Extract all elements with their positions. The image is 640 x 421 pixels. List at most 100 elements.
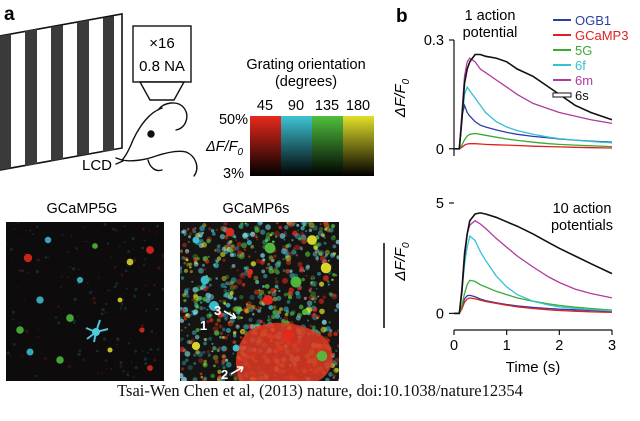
image-texture <box>250 244 255 249</box>
image-texture <box>278 289 281 293</box>
cell <box>225 227 235 237</box>
image-texture <box>246 266 249 269</box>
image-texture <box>291 239 294 242</box>
cell <box>139 327 145 333</box>
image-texture <box>235 238 238 242</box>
image-texture <box>262 239 268 245</box>
image-texture <box>225 274 230 279</box>
image-texture <box>267 290 271 295</box>
image-texture <box>312 314 319 321</box>
image-texture <box>274 284 279 289</box>
image-noise <box>123 306 127 310</box>
image-noise <box>109 367 113 371</box>
image-texture <box>275 277 277 280</box>
image-texture <box>334 357 339 363</box>
image-noise <box>97 276 100 279</box>
image-texture <box>315 329 319 333</box>
image-texture <box>211 345 217 351</box>
image-noise <box>156 230 158 232</box>
image-noise <box>54 316 58 319</box>
image-texture <box>318 252 323 256</box>
image-texture <box>272 305 277 309</box>
image-texture <box>251 263 254 265</box>
image-texture <box>191 280 194 283</box>
image-noise <box>106 242 110 245</box>
series-6f <box>454 234 613 315</box>
image-texture <box>225 302 231 308</box>
image-texture <box>207 353 211 357</box>
image-texture <box>326 280 330 283</box>
chart-title-line1: 1 action <box>465 8 516 24</box>
image-texture <box>254 227 260 233</box>
image-texture <box>325 253 328 257</box>
image-noise <box>123 225 126 228</box>
image-texture <box>212 346 218 351</box>
image-texture <box>229 280 234 285</box>
image-texture <box>250 261 257 267</box>
image-texture <box>325 325 331 332</box>
image-texture <box>313 296 318 300</box>
image-texture <box>322 275 329 282</box>
cell <box>36 296 44 304</box>
image-texture <box>279 307 283 312</box>
image-texture <box>219 299 222 303</box>
image-texture <box>289 311 295 316</box>
image-texture <box>251 304 256 310</box>
image-texture <box>253 233 258 238</box>
image-noise <box>6 241 8 244</box>
y-tick-label: 0 <box>436 306 444 322</box>
image-texture <box>203 359 207 364</box>
image-noise <box>161 253 164 256</box>
image-texture <box>337 378 339 381</box>
image-noise <box>155 307 159 311</box>
image-texture <box>180 308 186 314</box>
image-noise <box>144 258 147 261</box>
image-texture <box>180 329 183 332</box>
image-texture <box>241 282 246 287</box>
image-texture <box>189 266 192 269</box>
image-texture <box>209 311 211 314</box>
image-texture <box>225 361 232 368</box>
image-noise <box>143 239 146 242</box>
image-texture <box>248 317 253 323</box>
image-texture <box>206 286 209 289</box>
image-texture <box>196 257 200 261</box>
image-texture <box>328 230 331 233</box>
image-texture <box>272 309 279 316</box>
image-texture <box>187 323 191 326</box>
image-texture <box>233 334 237 338</box>
image-texture <box>337 344 339 348</box>
image-noise <box>55 267 57 269</box>
image-texture <box>223 292 229 298</box>
image-noise <box>130 360 133 363</box>
image-texture <box>267 317 272 322</box>
image-texture <box>265 266 269 270</box>
image-noise <box>73 297 77 302</box>
image-texture <box>217 313 221 317</box>
image-texture <box>276 295 282 301</box>
image-texture <box>180 337 183 342</box>
image-texture <box>180 276 185 280</box>
image-texture <box>182 229 187 234</box>
image-texture <box>268 305 274 310</box>
image-texture <box>232 352 235 355</box>
image-texture <box>273 289 277 293</box>
image-texture <box>310 277 313 280</box>
image-texture <box>306 222 312 225</box>
image-noise <box>127 342 130 345</box>
image-texture <box>221 275 227 282</box>
image-noise <box>61 275 63 278</box>
image-texture <box>201 231 205 235</box>
x-tick-label: 2 <box>555 338 563 354</box>
image-texture <box>221 225 227 231</box>
image-texture <box>220 283 226 289</box>
image-texture <box>205 292 211 299</box>
image-texture <box>204 259 210 264</box>
image-noise <box>17 285 20 288</box>
image-texture <box>208 293 215 300</box>
image-noise <box>141 227 145 231</box>
image-texture <box>206 350 211 354</box>
orientation-45-label: 45 <box>257 98 273 114</box>
cell <box>232 344 240 352</box>
image-texture <box>283 230 287 234</box>
